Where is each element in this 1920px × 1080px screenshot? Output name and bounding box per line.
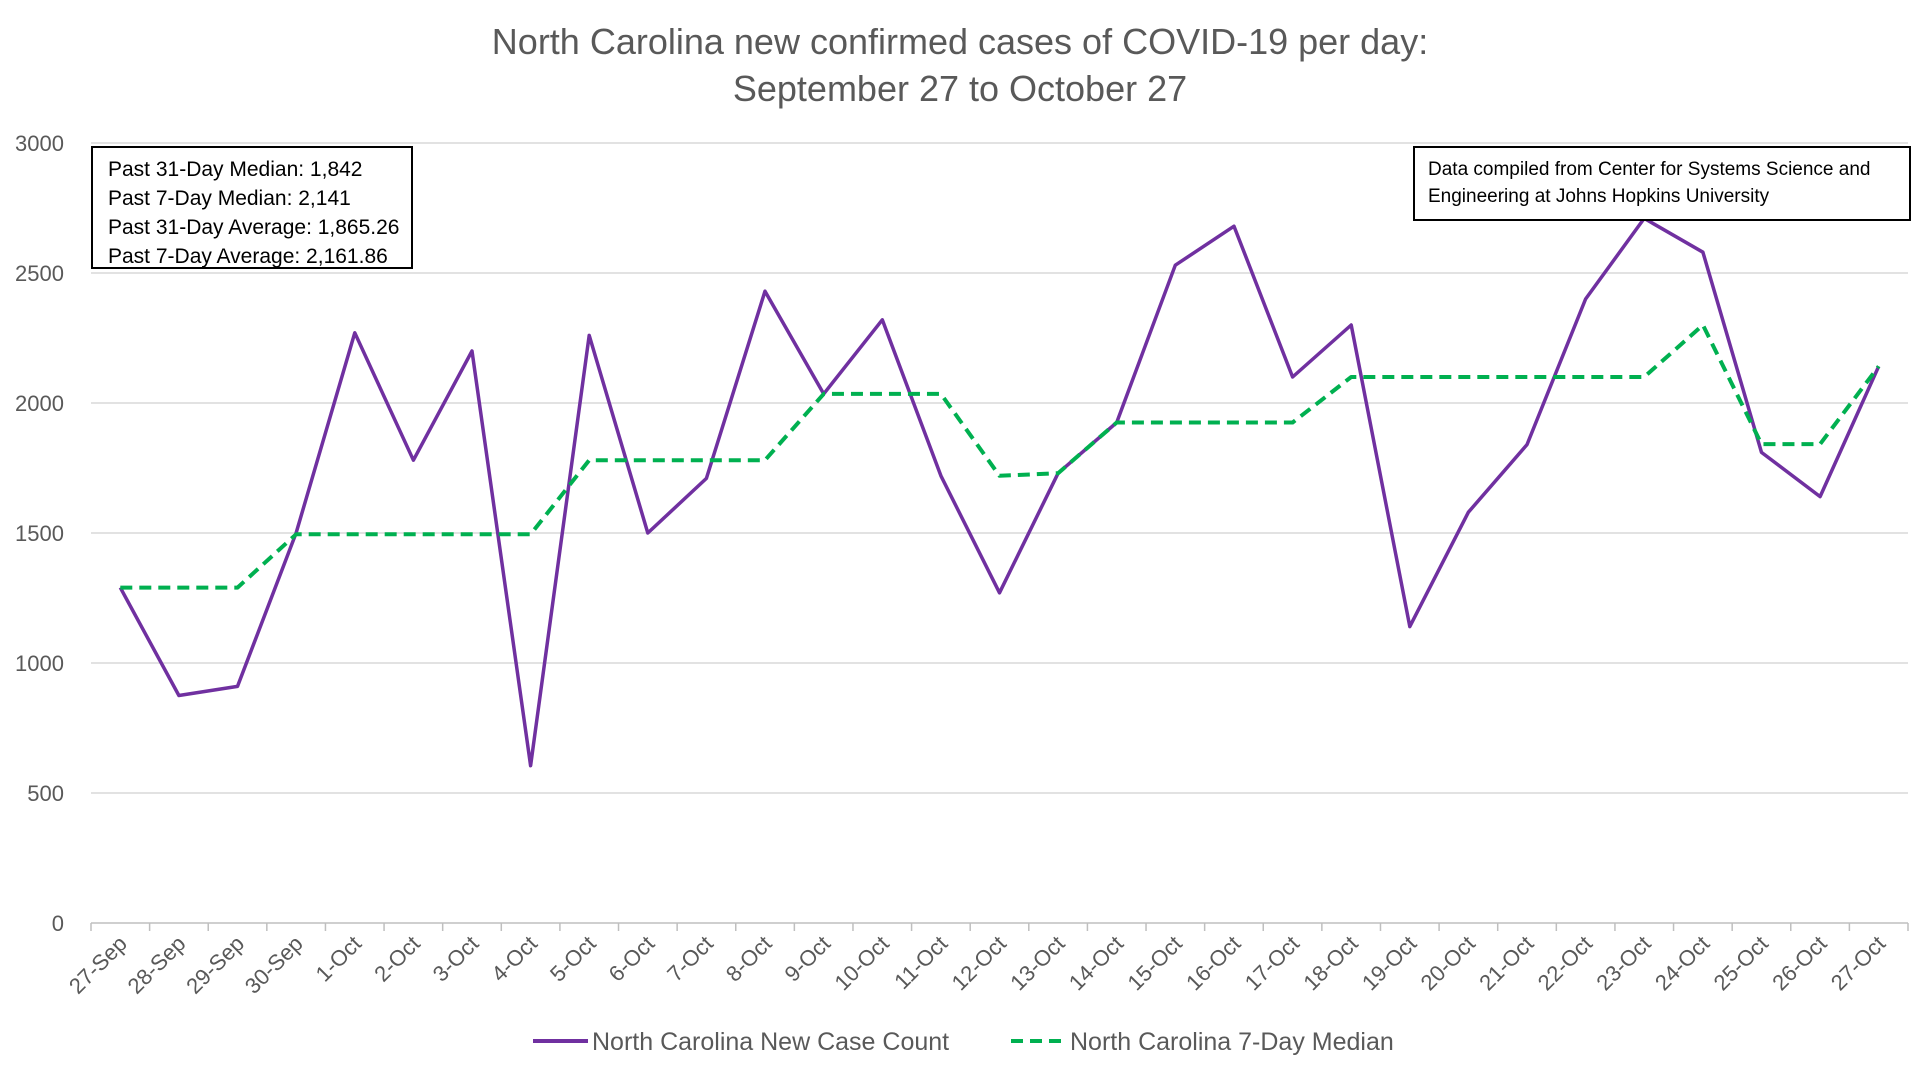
x-tick-label: 16-Oct — [1181, 931, 1245, 995]
x-tick-label: 4-Oct — [486, 931, 542, 987]
x-tick-label: 15-Oct — [1123, 931, 1187, 995]
x-tick-label: 25-Oct — [1709, 931, 1773, 995]
x-tick-label: 20-Oct — [1416, 931, 1480, 995]
stat-7day-median: Past 7-Day Median: 2,141 — [108, 187, 351, 210]
x-tick-label: 6-Oct — [604, 931, 660, 987]
x-tick-label: 28-Sep — [123, 931, 191, 999]
stats-annotation-box: Past 31-Day Median: 1,842 Past 7-Day Med… — [91, 146, 413, 269]
y-axis: 0 500 1000 1500 2000 2500 3000 — [15, 131, 64, 936]
x-tick-label: 3-Oct — [428, 931, 484, 987]
stat-31day-median: Past 31-Day Median: 1,842 — [108, 158, 363, 181]
y-tick-label: 2500 — [15, 261, 64, 286]
x-tick-label: 12-Oct — [947, 931, 1011, 995]
x-tick-label: 9-Oct — [779, 931, 835, 987]
x-tick-label: 27-Oct — [1826, 931, 1890, 995]
legend-label: North Carolina New Case Count — [592, 1028, 949, 1056]
y-tick-label: 500 — [27, 781, 64, 806]
x-tick-label: 7-Oct — [662, 931, 718, 987]
y-tick-label: 2000 — [15, 391, 64, 416]
x-tick-label: 17-Oct — [1240, 931, 1304, 995]
x-tick-label: 29-Sep — [181, 931, 249, 999]
x-tick-label: 30-Sep — [240, 931, 308, 999]
x-tick-label: 1-Oct — [311, 931, 367, 987]
x-tick-label: 5-Oct — [545, 931, 601, 987]
series-lines — [118, 216, 1881, 768]
chart-subtitle: September 27 to October 27 — [733, 68, 1187, 109]
source-line-2: Engineering at Johns Hopkins University — [1428, 186, 1770, 207]
y-tick-label: 1500 — [15, 521, 64, 546]
x-tick-label: 27-Sep — [64, 931, 132, 999]
source-line-1: Data compiled from Center for Systems Sc… — [1428, 159, 1871, 180]
chart-title: North Carolina new confirmed cases of CO… — [492, 21, 1428, 62]
y-tick-label: 3000 — [15, 131, 64, 156]
series-line-new-case-count — [118, 216, 1881, 768]
x-tick-label: 18-Oct — [1298, 931, 1362, 995]
source-annotation-box: Data compiled from Center for Systems Sc… — [1413, 146, 1911, 221]
x-tick-label: 23-Oct — [1591, 931, 1655, 995]
x-tick-label: 24-Oct — [1650, 931, 1714, 995]
x-tick-label: 22-Oct — [1533, 931, 1597, 995]
x-tick-label: 13-Oct — [1005, 931, 1069, 995]
legend-label: North Carolina 7-Day Median — [1070, 1028, 1394, 1056]
x-tick-label: 21-Oct — [1474, 931, 1538, 995]
stat-31day-average: Past 31-Day Average: 1,865.26 — [108, 216, 400, 239]
x-tick-label: 11-Oct — [889, 931, 952, 994]
stat-7day-average: Past 7-Day Average: 2,161.86 — [108, 245, 388, 268]
legend: North Carolina New Case Count North Carol… — [533, 1028, 1394, 1056]
x-tick-label: 14-Oct — [1064, 931, 1128, 995]
series-line-seven-day-median — [120, 323, 1881, 590]
y-tick-label: 0 — [52, 911, 64, 936]
x-tick-label: 26-Oct — [1767, 931, 1831, 995]
y-tick-label: 1000 — [15, 651, 64, 676]
x-tick-label: 19-Oct — [1357, 931, 1421, 995]
x-tick-label: 8-Oct — [721, 931, 777, 987]
x-tick-label: 10-Oct — [829, 931, 893, 995]
x-tick-label: 2-Oct — [369, 931, 425, 987]
